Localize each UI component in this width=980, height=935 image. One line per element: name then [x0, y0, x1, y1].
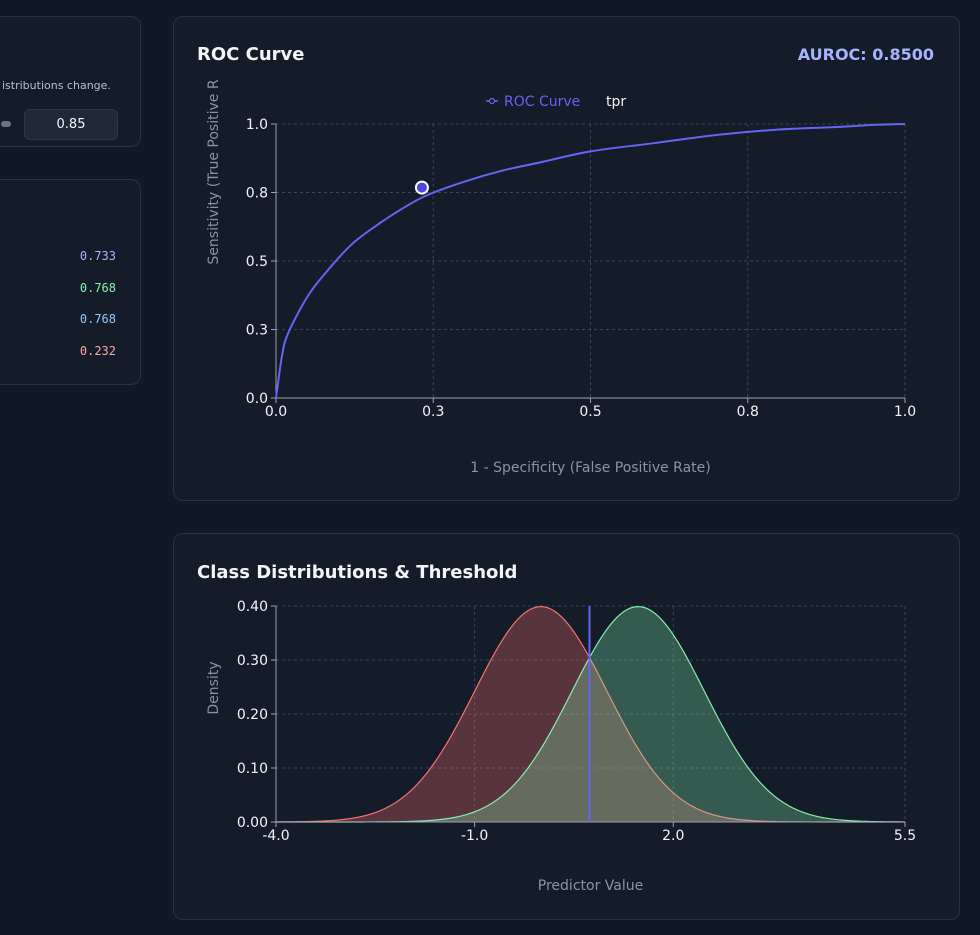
- roc-x-tick-1: 0.3: [422, 404, 444, 420]
- dist-x-tick-0: -4.0: [262, 828, 289, 844]
- dist-x-label: Predictor Value: [538, 878, 643, 894]
- dist-x-tick-1: -1.0: [461, 828, 488, 844]
- roc-x-tick-4: 1.0: [894, 404, 916, 420]
- distribution-title: Class Distributions & Threshold: [197, 562, 518, 583]
- dist-y-tick-3: 0.30: [237, 653, 268, 669]
- metrics-card: 0.733 0.768 0.768 0.232: [0, 179, 141, 385]
- roc-curve-line: [275, 123, 906, 399]
- metric-value-1: 0.733: [79, 249, 116, 263]
- roc-legend-tpr: tpr: [606, 94, 626, 110]
- dist-x-tick-3: 5.5: [894, 828, 916, 844]
- roc-card: [173, 16, 960, 501]
- roc-y-label: Sensitivity (True Positive R: [206, 79, 222, 264]
- roc-x-label: 1 - Specificity (False Positive Rate): [470, 460, 711, 476]
- roc-y-tick-1: 0.3: [246, 323, 268, 339]
- roc-x-tick-2: 0.5: [579, 404, 601, 420]
- auroc-label: AUROC: 0.8500: [797, 45, 934, 64]
- roc-chart: 0.0 0.3 0.5 0.8 1.0 0.0 0.3 0.5 0.8 1.0 1 - Specif…: [206, 79, 916, 476]
- metric-value-4: 0.232: [79, 344, 116, 358]
- auroc-input[interactable]: 0.85: [24, 109, 118, 140]
- roc-x-tick-3: 0.8: [737, 404, 759, 420]
- controls-card: istributions change. 0.85: [0, 16, 141, 147]
- roc-legend-label: ROC Curve: [504, 94, 580, 110]
- distribution-card: [173, 533, 960, 920]
- metric-value-3: 0.768: [79, 312, 116, 326]
- dist-y-label: Density: [206, 661, 222, 714]
- roc-title: ROC Curve: [197, 44, 305, 65]
- dist-y-tick-4: 0.40: [237, 599, 268, 615]
- roc-y-tick-4: 1.0: [246, 117, 268, 133]
- dist-y-tick-2: 0.20: [237, 707, 268, 723]
- roc-x-tick-0: 0.0: [265, 404, 287, 420]
- roc-y-tick-2: 0.5: [246, 254, 268, 270]
- roc-operating-point: [414, 180, 429, 195]
- dist-x-tick-2: 2.0: [662, 828, 684, 844]
- roc-legend-marker-icon: [488, 97, 496, 105]
- dist-y-tick-0: 0.00: [237, 815, 268, 831]
- metric-value-2: 0.768: [79, 281, 116, 295]
- roc-y-tick-3: 0.8: [246, 186, 268, 202]
- auroc-slider[interactable]: [1, 121, 11, 127]
- roc-y-tick-0: 0.0: [246, 391, 268, 407]
- controls-hint: istributions change.: [2, 79, 111, 92]
- distribution-chart: -4.0 -1.0 2.0 5.5 0.00 0.10 0.20 0.30 0.40 Predic…: [206, 599, 916, 894]
- dist-y-tick-1: 0.10: [237, 761, 268, 777]
